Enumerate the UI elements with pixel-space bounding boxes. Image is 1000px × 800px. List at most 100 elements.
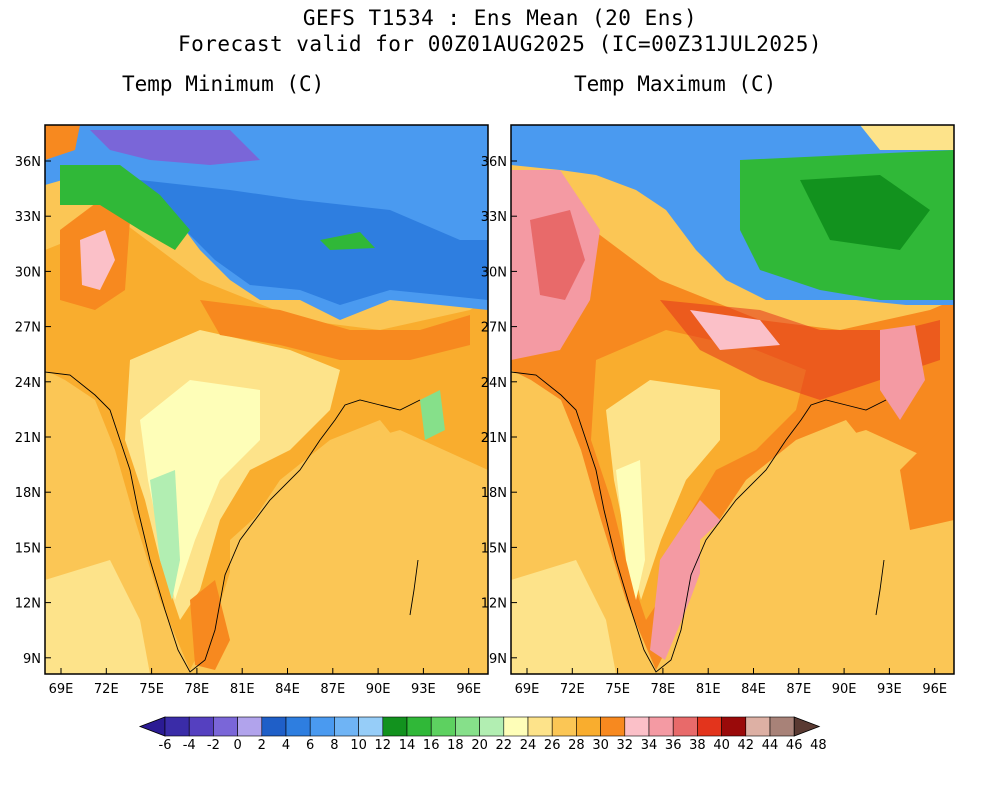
colorbar-label: 28 <box>568 738 585 753</box>
lon-tick-label: 75E <box>139 682 164 697</box>
chart-title-line2: Forecast valid for 00Z01AUG2025 (IC=00Z3… <box>177 32 822 56</box>
chart-title-line1: GEFS T1534 : Ens Mean (20 Ens) <box>302 6 698 30</box>
lon-tick-label: 96E <box>922 682 947 697</box>
lat-tick-label: 21N <box>15 431 41 446</box>
colorbar-label: 24 <box>520 738 537 753</box>
colorbar-swatch <box>600 716 626 737</box>
colorbar-label: 0 <box>233 738 241 753</box>
panel-title-min: Temp Minimum (C) <box>122 72 325 96</box>
lon-tick-label: 69E <box>49 682 74 697</box>
colorbar-swatch <box>237 716 263 737</box>
colorbar-swatch <box>285 716 311 737</box>
tmax-map <box>511 125 954 674</box>
colorbar-label: 22 <box>496 738 513 753</box>
lat-axis-right: 36N 33N 30N 27N 24N 21N 18N 15N 12N 9N <box>481 155 517 667</box>
lat-tick-label: 36N <box>15 155 41 170</box>
lon-tick-label: 78E <box>185 682 210 697</box>
tmax-frame <box>510 124 955 675</box>
lat-axis-left: 36N 33N 30N 27N 24N 21N 18N 15N 12N 9N <box>15 155 51 667</box>
lat-tick-label: 12N <box>15 597 41 612</box>
lat-tick-label: 18N <box>15 486 41 501</box>
colorbar-swatch <box>527 716 553 737</box>
lon-tick-label: 96E <box>456 682 481 697</box>
lat-tick-label: 24N <box>481 376 507 391</box>
colorbar-label: -2 <box>207 738 220 753</box>
lon-tick-label: 72E <box>94 682 119 697</box>
lon-tick-label: 87E <box>786 682 811 697</box>
colorbar-label: 2 <box>258 738 266 753</box>
colorbar-label: 36 <box>665 738 682 753</box>
colorbar-label: 16 <box>423 738 440 753</box>
colorbar-label: 30 <box>592 738 609 753</box>
lon-tick-label: 69E <box>515 682 540 697</box>
lon-axis-right: 69E 72E 75E 78E 81E 84E 87E 90E 93E 96E <box>515 668 947 697</box>
lon-tick-label: 93E <box>877 682 902 697</box>
colorbar-swatch <box>309 716 335 737</box>
tmin-map <box>45 125 488 674</box>
colorbar-label: 32 <box>617 738 634 753</box>
colorbar-swatch <box>455 716 480 737</box>
colorbar-swatch <box>648 716 674 737</box>
lat-tick-label: 30N <box>481 265 507 280</box>
colorbar-label: -4 <box>183 738 196 753</box>
colorbar-label: 12 <box>375 738 392 753</box>
colorbar-label: 18 <box>447 738 464 753</box>
colorbar-swatch <box>188 716 214 737</box>
coastline <box>45 371 887 673</box>
colorbar-label: 44 <box>762 738 779 753</box>
lon-tick-label: 78E <box>651 682 676 697</box>
colorbar-swatch <box>503 716 529 737</box>
colorbar-swatch <box>672 716 698 737</box>
colorbar-swatch <box>745 716 771 737</box>
colorbar-label: 20 <box>471 738 488 753</box>
panel-title-max: Temp Maximum (C) <box>574 72 777 96</box>
colorbar-label: -6 <box>159 738 172 753</box>
lat-tick-label: 9N <box>489 652 507 667</box>
colorbar-label: 40 <box>713 738 730 753</box>
colorbar-swatch <box>430 716 456 737</box>
colorbar-swatch <box>479 716 505 737</box>
colorbar-label: 4 <box>282 738 290 753</box>
colorbar-swatch <box>164 716 190 737</box>
colorbar-swatch <box>551 716 577 737</box>
colorbar-swatch <box>406 716 432 737</box>
lat-tick-label: 30N <box>15 265 41 280</box>
colorbar-swatch <box>213 716 238 737</box>
colorbar-arrow-right <box>793 716 821 737</box>
lon-tick-label: 75E <box>605 682 630 697</box>
colorbar-label: 46 <box>786 738 803 753</box>
colorbar-swatch <box>358 716 384 737</box>
colorbar-swatch <box>382 716 408 737</box>
colorbar-label: 42 <box>738 738 755 753</box>
colorbar-label: 8 <box>330 738 338 753</box>
colorbar-swatch <box>697 716 722 737</box>
colorbar-swatch <box>769 716 795 737</box>
colorbar: -6 -4 -2 0 2 4 6 8 10 12 14 16 18 20 22 24 26 28 30 32 34 36 3… <box>138 716 827 753</box>
colorbar-label: 34 <box>641 738 658 753</box>
lat-tick-label: 27N <box>15 321 41 336</box>
lon-tick-label: 81E <box>230 682 255 697</box>
colorbar-label: 26 <box>544 738 561 753</box>
colorbar-swatch <box>334 716 359 737</box>
lon-tick-label: 90E <box>832 682 857 697</box>
lat-tick-label: 15N <box>481 541 507 556</box>
lat-tick-label: 15N <box>15 541 41 556</box>
lat-tick-label: 18N <box>481 486 507 501</box>
colorbar-label: 10 <box>350 738 367 753</box>
lat-tick-label: 24N <box>15 376 41 391</box>
lat-tick-label: 12N <box>481 597 507 612</box>
lat-tick-label: 27N <box>481 321 507 336</box>
colorbar-swatch <box>624 716 650 737</box>
colorbar-label: 6 <box>306 738 314 753</box>
colorbar-label: 14 <box>399 738 416 753</box>
lon-tick-label: 81E <box>696 682 721 697</box>
lat-tick-label: 36N <box>481 155 507 170</box>
lon-tick-label: 90E <box>366 682 391 697</box>
lat-tick-label: 9N <box>23 652 41 667</box>
lon-tick-label: 84E <box>741 682 766 697</box>
lat-tick-label: 21N <box>481 431 507 446</box>
lon-axis-left: 69E 72E 75E 78E 81E 84E 87E 90E 93E 96E <box>49 668 481 697</box>
lon-tick-label: 72E <box>560 682 585 697</box>
colorbar-swatch <box>721 716 747 737</box>
colorbar-swatch <box>576 716 601 737</box>
